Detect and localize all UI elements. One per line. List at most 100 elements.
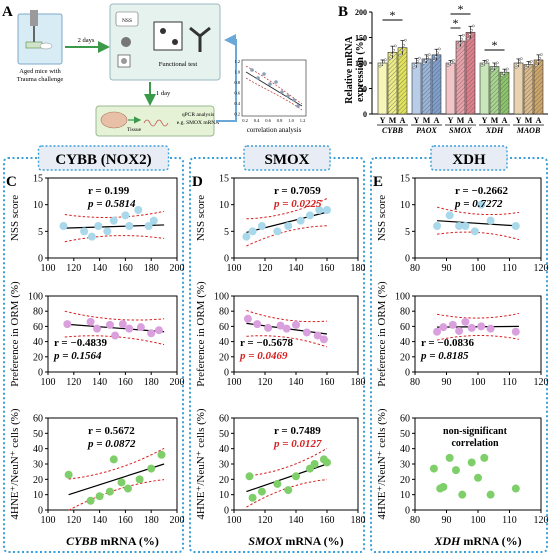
bar-group-letter: M xyxy=(525,116,533,125)
bar-group-letter: M xyxy=(457,116,465,125)
bar-ytick: 50 xyxy=(359,85,367,94)
data-point xyxy=(94,222,103,230)
regression-line xyxy=(437,220,519,227)
x-tick-label: 180 xyxy=(351,263,366,274)
data-point xyxy=(296,216,305,225)
xdh-x-axis-label: XDH mRNA (%) xyxy=(433,534,521,548)
data-point xyxy=(134,206,143,214)
x-tick-label: 140 xyxy=(92,263,107,274)
bar-smox-y xyxy=(445,62,456,115)
y-tick-label: 40 xyxy=(219,444,229,455)
bar-paox-y xyxy=(411,62,422,115)
mini-y-tick: 1.2 xyxy=(234,59,240,64)
bar-group-letter: M xyxy=(491,116,499,125)
x-tick-label: 160 xyxy=(320,515,335,526)
data-point xyxy=(477,322,486,331)
bar-category-label: SMOX xyxy=(449,126,472,135)
y-tick-label: 10 xyxy=(33,490,43,501)
data-point xyxy=(144,222,153,230)
x-tick-label: 120 xyxy=(258,515,273,526)
x-tick-label: 180 xyxy=(351,377,366,388)
data-point xyxy=(149,216,158,225)
y-tick-label: 10 xyxy=(219,200,229,211)
smox-orm-plot: 0 20 40 60 80 100 100 120 140 160 180 Preference in… xyxy=(195,281,366,388)
y-tick-label: 0 xyxy=(38,506,43,517)
y-tick-label: 30 xyxy=(400,460,410,471)
xdh-orm-plot: 0 20 40 60 80 100 80 90 100 110 120 Preference in O… xyxy=(376,281,549,388)
p-value: p = 0.0872 xyxy=(87,438,136,450)
significance-star: * xyxy=(390,8,396,22)
data-point xyxy=(323,206,331,214)
data-point xyxy=(511,222,520,230)
mice-label-line2: Trauma challenge xyxy=(17,76,64,83)
data-point xyxy=(433,327,442,336)
correlation-arrow xyxy=(216,34,237,122)
bar-group-letter: Y xyxy=(380,116,386,125)
y-tick-label: 0 xyxy=(224,254,229,265)
p-value: p = 0.0469 xyxy=(239,350,288,362)
r-value: r = 0.7059 xyxy=(274,185,321,197)
data-point xyxy=(63,320,72,329)
correlation-label: correlation analysis xyxy=(247,126,302,134)
x-tick-label: 90 xyxy=(442,377,452,388)
data-point xyxy=(429,464,438,473)
x-tick-label: 100 xyxy=(471,263,486,274)
r-value: r = 0.5672 xyxy=(88,425,135,437)
qpcr-label-line1: qPCR analysis xyxy=(182,112,214,118)
data-point xyxy=(64,470,73,479)
x-tick-label: 90 xyxy=(442,263,452,274)
smox-title: SMOX xyxy=(265,152,310,168)
y-tick-label: 60 xyxy=(219,322,229,333)
data-point xyxy=(486,324,495,333)
y-axis-label: 4HNE⁺/NeuN⁺ cells (%) xyxy=(195,408,207,520)
y-tick-label: 20 xyxy=(33,352,43,363)
data-point xyxy=(439,483,448,491)
data-point xyxy=(125,222,134,230)
y-tick-label: 100 xyxy=(28,292,43,303)
data-point xyxy=(486,216,495,225)
functional-test-box xyxy=(109,3,221,81)
y-tick-label: 100 xyxy=(395,292,410,303)
nss-label: NSS xyxy=(122,18,132,24)
x-tick-label: 160 xyxy=(118,377,133,388)
y-axis-label: NSS score xyxy=(376,195,388,241)
mini-y-tick: 0.8 xyxy=(234,80,240,85)
significance-star: * xyxy=(458,2,464,16)
y-tick-label: 20 xyxy=(400,352,410,363)
data-point xyxy=(310,460,319,468)
x-tick-label: 120 xyxy=(258,263,273,274)
data-point xyxy=(313,331,322,340)
y-tick-label: 5 xyxy=(405,227,410,238)
data-point xyxy=(282,324,291,333)
data-point xyxy=(323,458,331,467)
bar-xdh-y xyxy=(479,62,490,115)
bar-ytick: 100 xyxy=(355,59,367,68)
mini-x-tick: 0.6 xyxy=(265,118,271,123)
x-tick-label: 100 xyxy=(227,515,242,526)
y-tick-label: 15 xyxy=(400,174,410,185)
x-tick-label: 140 xyxy=(92,377,107,388)
y-tick-label: 10 xyxy=(219,490,229,501)
data-point xyxy=(86,317,95,326)
bar-group-letter: A xyxy=(400,116,406,125)
significance-star: * xyxy=(453,16,459,30)
bar-group-letter: M xyxy=(423,116,431,125)
data-point xyxy=(276,321,285,330)
y-axis-label: NSS score xyxy=(9,195,21,241)
x-tick-label: 100 xyxy=(227,263,242,274)
data-point xyxy=(121,211,130,220)
data-point xyxy=(474,473,482,482)
x-tick-label: 80 xyxy=(410,515,420,526)
mini-x-tick: 0.4 xyxy=(254,118,260,123)
data-point xyxy=(433,222,442,230)
significance-star: * xyxy=(492,38,498,52)
data-point xyxy=(445,211,454,220)
data-point xyxy=(80,227,89,236)
data-point xyxy=(248,227,257,236)
y-tick-label: 40 xyxy=(33,444,43,455)
y-tick-label: 30 xyxy=(219,460,229,471)
x-tick-label: 100 xyxy=(41,515,56,526)
data-point xyxy=(157,450,166,459)
